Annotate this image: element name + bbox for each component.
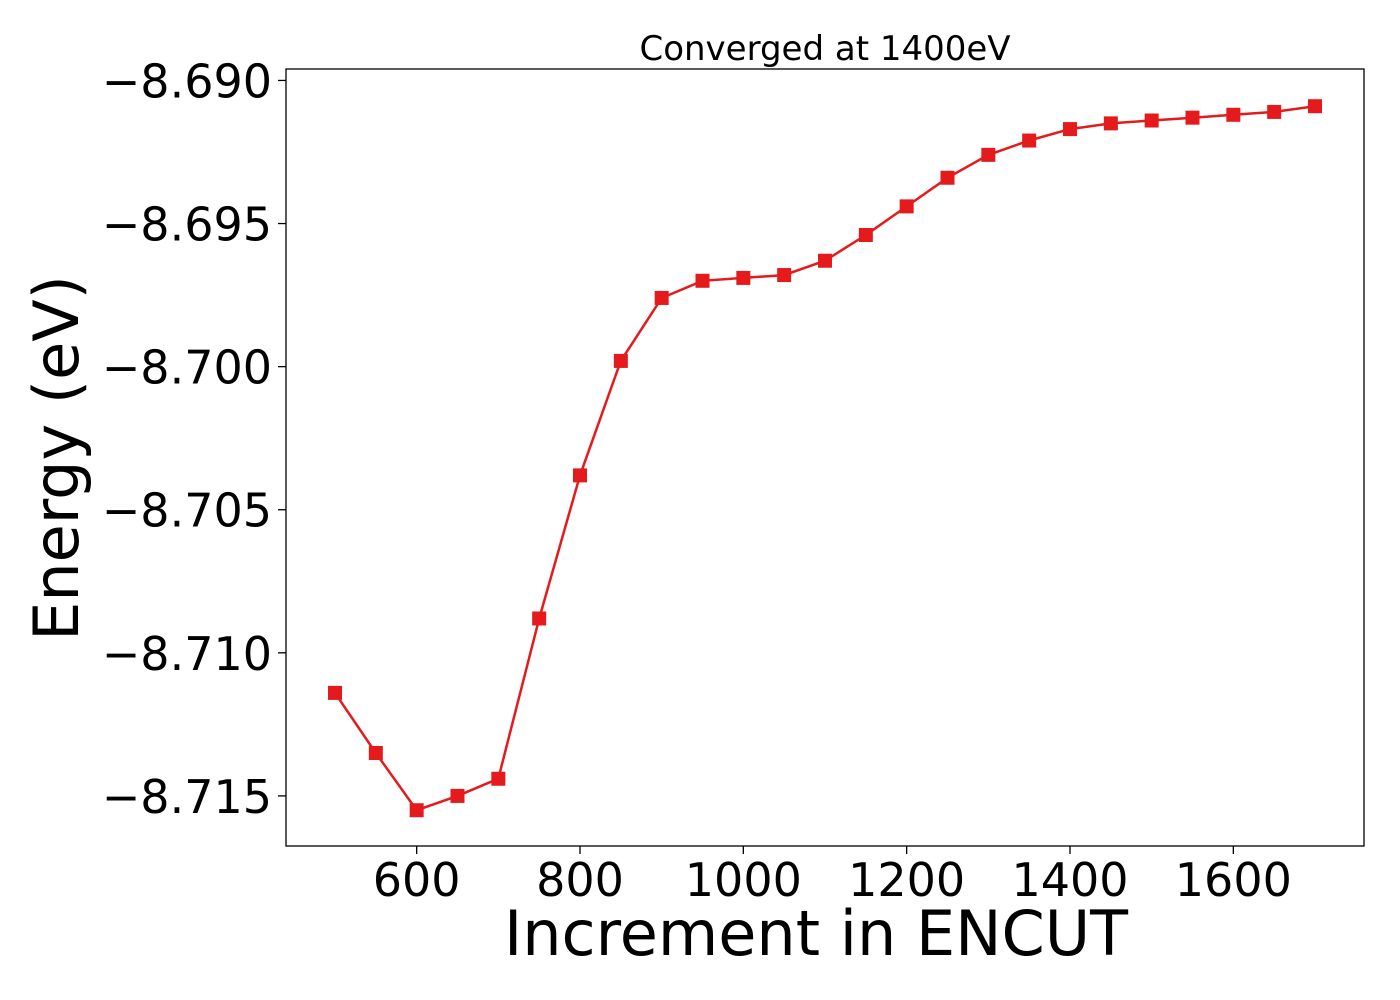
- data-point-marker: [1022, 133, 1037, 148]
- data-point-marker: [818, 253, 832, 268]
- data-point-marker: [1308, 99, 1322, 114]
- data-point-marker: [654, 290, 669, 305]
- x-tick-label: 1000: [685, 853, 802, 907]
- y-axis-label: Energy (eV): [20, 275, 93, 641]
- x-tick-label: 1200: [848, 853, 965, 907]
- y-tick-label: −8.700: [102, 341, 272, 395]
- y-tick-label: −8.695: [102, 198, 272, 252]
- x-tick-label: 1600: [1175, 853, 1292, 907]
- y-axis: −8.690 −8.695 −8.700 −8.705 −8.710 −8.715: [102, 54, 286, 824]
- data-point-marker: [613, 353, 628, 368]
- y-tick-label: −8.690: [102, 54, 272, 108]
- data-point-marker: [328, 685, 342, 700]
- series-line: [333, 104, 1316, 812]
- data-point-marker: [981, 147, 996, 162]
- chart-title: Converged at 1400eV: [639, 29, 1010, 69]
- x-tick-label: 1400: [1011, 853, 1128, 907]
- data-point-marker: [899, 199, 914, 214]
- data-point-marker: [1226, 107, 1241, 122]
- series-layer: [328, 99, 1322, 818]
- x-tick-label: 800: [536, 853, 624, 907]
- data-point-marker: [573, 468, 587, 483]
- y-tick-label: −8.710: [102, 627, 272, 681]
- data-point-marker: [409, 803, 424, 818]
- data-point-marker: [368, 745, 383, 760]
- y-tick-label: −8.705: [102, 484, 272, 538]
- data-point-marker: [491, 771, 506, 786]
- data-point-marker: [1267, 104, 1282, 119]
- data-point-marker: [1063, 122, 1077, 137]
- data-point-marker: [858, 227, 873, 242]
- plot-frame: [285, 68, 1365, 847]
- data-point-marker: [736, 270, 751, 285]
- x-axis-label: Increment in ENCUT: [504, 897, 1129, 970]
- x-axis: 600 800 1000 1200 1400 1600: [373, 846, 1292, 907]
- y-tick-label: −8.715: [102, 770, 272, 824]
- data-point-marker: [1144, 113, 1159, 128]
- data-point-marker: [695, 273, 710, 288]
- data-point-marker: [532, 611, 547, 626]
- data-point-marker: [1103, 116, 1118, 131]
- x-tick-label: 600: [373, 853, 461, 907]
- data-point-marker: [1185, 110, 1200, 125]
- data-point-marker: [777, 268, 792, 283]
- data-point-marker: [450, 788, 465, 803]
- data-point-marker: [940, 170, 955, 185]
